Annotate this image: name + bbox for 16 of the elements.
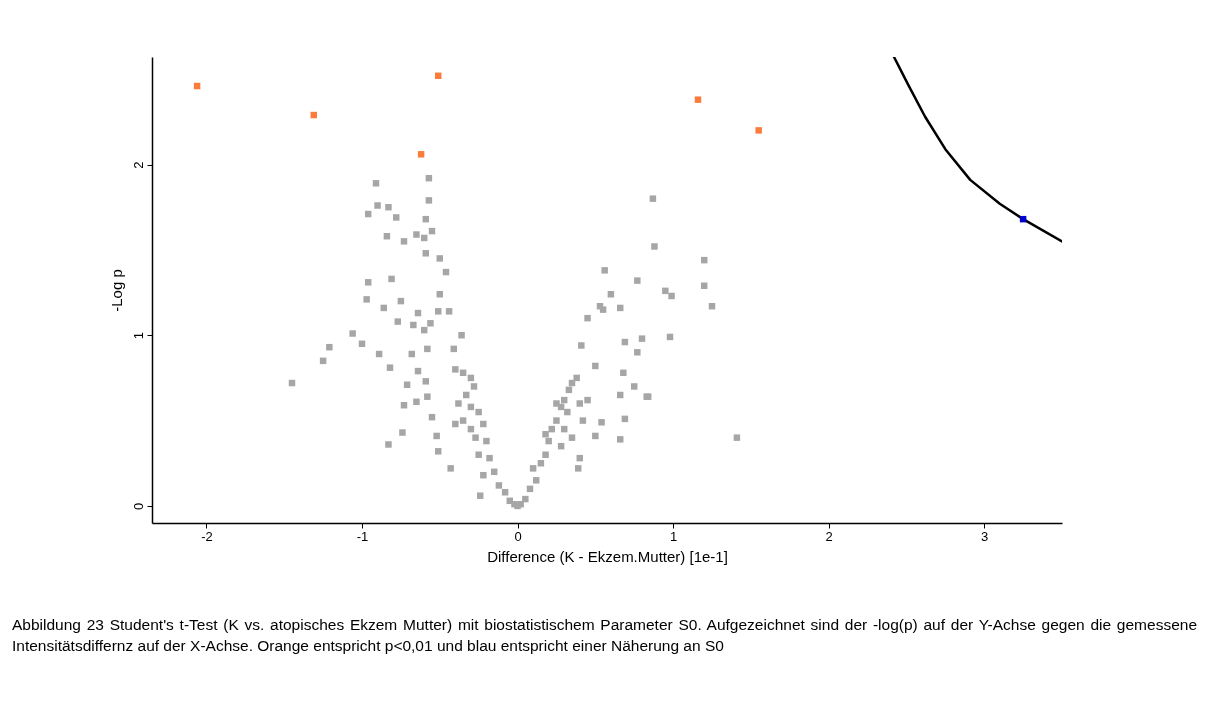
y-tick-label: 1 (130, 332, 146, 340)
x-tick-label: 0 (514, 528, 522, 544)
point (694, 96, 702, 103)
x-tick-label: 2 (825, 528, 833, 544)
x-tick-label: 3 (981, 528, 989, 544)
text: Abbildung 23 Student's t-Test (K vs. atopisches Ekzem Mutter) mit biostatistischem Parameter S0. Aufgezeichnet sind der -log(p) auf der Y-Achse gegen die gemessene Intensitätsdiffernz auf der X-Achse. Orange entspricht p<0,01 und blau entspricht einer Näherung an S0 (12, 615, 1197, 656)
point (755, 127, 762, 134)
y-tick-label: 0 (130, 502, 146, 511)
x-tick-label: -2 (201, 528, 213, 544)
point (417, 151, 425, 158)
y-axis-title: -Log p (107, 269, 125, 312)
x-axis-title: Difference (K - Ekzem.Mutter) [1e-1] (487, 547, 728, 565)
x-tick-label: -1 (356, 528, 369, 544)
line-series (892, 57, 1062, 243)
x-tick-label: 1 (669, 528, 678, 544)
y-tick-label: 2 (130, 161, 146, 169)
